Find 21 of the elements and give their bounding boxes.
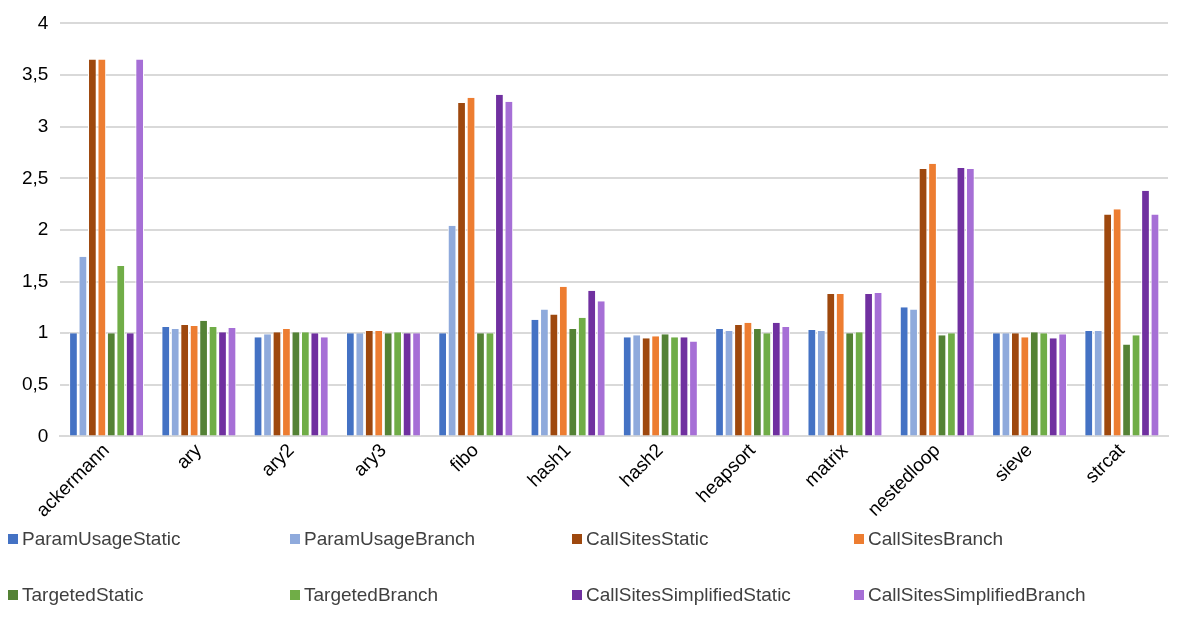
y-tick-label: 3,5 xyxy=(21,63,49,85)
legend-label: ParamUsageBranch xyxy=(304,528,476,550)
legend-label: CallSitesSimplifiedBranch xyxy=(868,584,1086,606)
y-tick-label: 2 xyxy=(37,218,49,240)
y-tick-label: 2,5 xyxy=(21,166,49,188)
legend-label: CallSitesBranch xyxy=(868,528,1004,550)
y-tick-label: 1,5 xyxy=(21,269,49,291)
legend-label: CallSitesSimplifiedStatic xyxy=(586,584,791,606)
legend-label: TargetedStatic xyxy=(22,584,144,606)
x-tick-label: ary xyxy=(171,438,206,473)
legend-label: ParamUsageStatic xyxy=(22,528,181,550)
x-tick-label: ary2 xyxy=(256,439,298,481)
legend-label: TargetedBranch xyxy=(304,584,439,606)
y-tick-label: 3 xyxy=(37,114,49,136)
x-tick-label: fibo xyxy=(445,439,483,476)
y-tick-label: 4 xyxy=(37,11,49,33)
y-tick-label: 0,5 xyxy=(21,373,49,395)
y-tick-label: 1 xyxy=(37,321,49,343)
legend-label: CallSitesStatic xyxy=(586,528,709,550)
x-tick-label: ary3 xyxy=(349,439,390,481)
y-tick-label: 0 xyxy=(37,424,49,446)
